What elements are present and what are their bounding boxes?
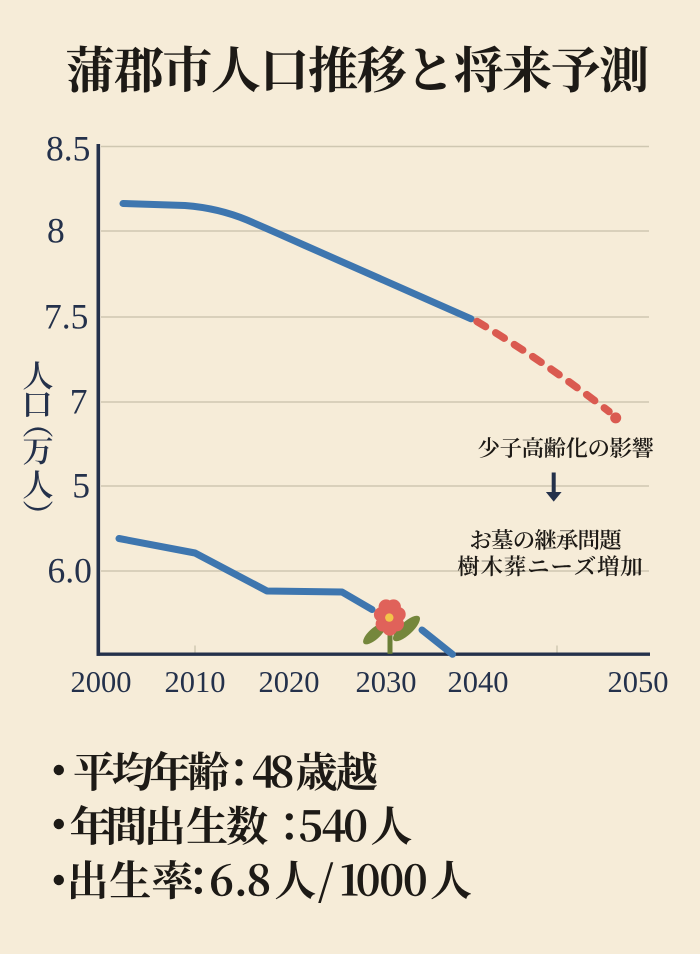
svg-text:6.0: 6.0 <box>48 551 92 591</box>
svg-text:2040: 2040 <box>448 665 509 699</box>
svg-text:8: 8 <box>47 211 65 251</box>
svg-text:2020: 2020 <box>259 665 320 699</box>
svg-text:2050: 2050 <box>608 665 669 699</box>
svg-text:7: 7 <box>70 382 88 422</box>
svg-text:7.5: 7.5 <box>44 297 88 337</box>
svg-text:2010: 2010 <box>165 665 226 699</box>
svg-text:8.5: 8.5 <box>46 129 90 169</box>
svg-text:2000: 2000 <box>71 665 132 699</box>
svg-text:2030: 2030 <box>356 665 417 699</box>
svg-text:5: 5 <box>72 466 90 506</box>
